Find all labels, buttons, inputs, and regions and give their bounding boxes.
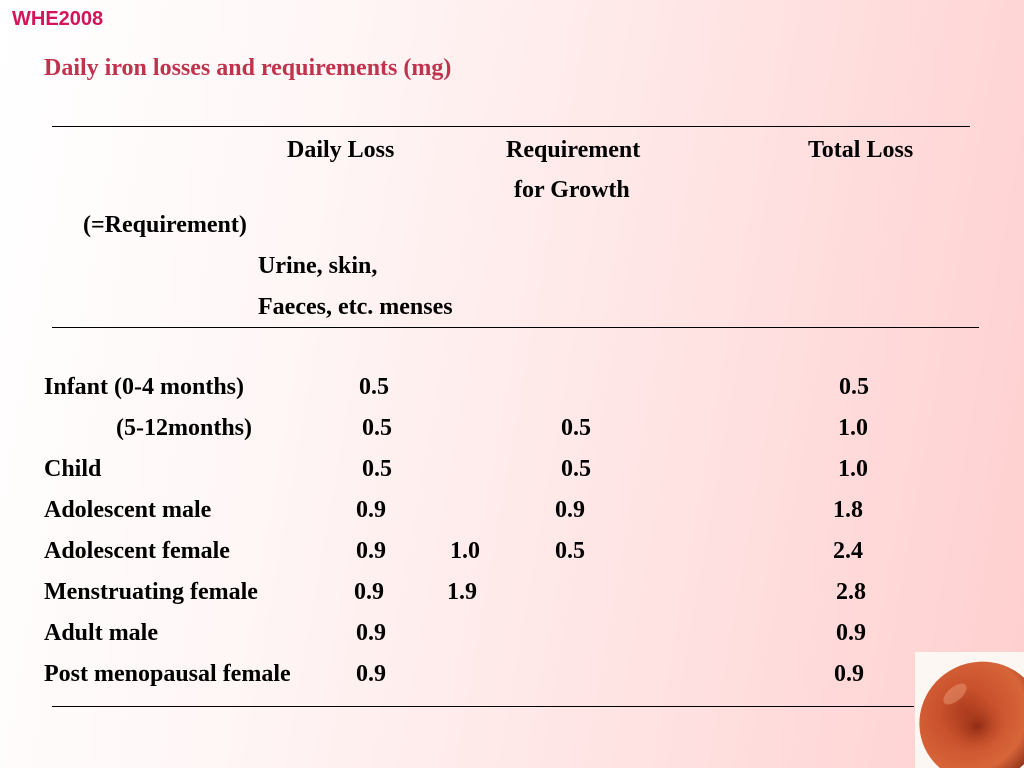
total-loss-value: 1.0 <box>838 456 868 482</box>
row-label: Post menopausal female <box>44 661 291 687</box>
slide-title: Daily iron losses and requirements (mg) <box>44 55 452 81</box>
daily-loss-value: 0.9 <box>356 620 386 646</box>
total-loss-value: 0.5 <box>839 374 869 400</box>
growth-requirement-value: 0.5 <box>555 538 585 564</box>
red-blood-cell-image <box>915 652 1024 768</box>
total-loss-value: 0.9 <box>834 661 864 687</box>
daily-loss-value: 0.5 <box>362 415 392 441</box>
daily-loss-value: 0.9 <box>354 579 384 605</box>
total-loss-value: 1.0 <box>838 415 868 441</box>
daily-loss-value: 0.9 <box>356 497 386 523</box>
daily-loss-value: 0.9 <box>356 538 386 564</box>
row-label: Infant (0-4 months) <box>44 374 245 400</box>
row-label: (5-12months) <box>116 415 252 441</box>
row-label: Menstruating female <box>44 579 258 605</box>
header-daily-loss: Daily Loss <box>287 137 395 163</box>
total-loss-value: 0.9 <box>836 620 866 646</box>
row-label: Adult male <box>44 620 158 646</box>
header-rule <box>52 327 979 328</box>
header-urine-skin: Urine, skin, <box>258 253 378 279</box>
total-loss-value: 2.4 <box>833 538 863 564</box>
top-rule <box>52 126 970 127</box>
daily-loss-value: 0.9 <box>356 661 386 687</box>
total-loss-value: 1.8 <box>833 497 863 523</box>
growth-requirement-value: 0.5 <box>561 415 591 441</box>
growth-requirement-value: 0.9 <box>555 497 585 523</box>
header-total-loss: Total Loss <box>808 137 914 163</box>
row-label: Adolescent male <box>44 497 212 523</box>
menses-value: 1.9 <box>447 579 477 605</box>
growth-requirement-value: 0.5 <box>561 456 591 482</box>
bottom-rule <box>52 706 914 707</box>
row-label: Child <box>44 456 102 482</box>
header-equals-requirement: (=Requirement) <box>83 212 247 238</box>
daily-loss-value: 0.5 <box>362 456 392 482</box>
header-faeces-menses: Faeces, etc. menses <box>258 294 453 320</box>
menses-value: 1.0 <box>450 538 480 564</box>
total-loss-value: 2.8 <box>836 579 866 605</box>
row-label: Adolescent female <box>44 538 230 564</box>
header-requirement: Requirement <box>506 137 641 163</box>
header-for-growth: for Growth <box>514 177 630 203</box>
daily-loss-value: 0.5 <box>359 374 389 400</box>
brand-label: WHE2008 <box>12 8 104 30</box>
red-blood-cell-icon <box>919 661 1024 768</box>
